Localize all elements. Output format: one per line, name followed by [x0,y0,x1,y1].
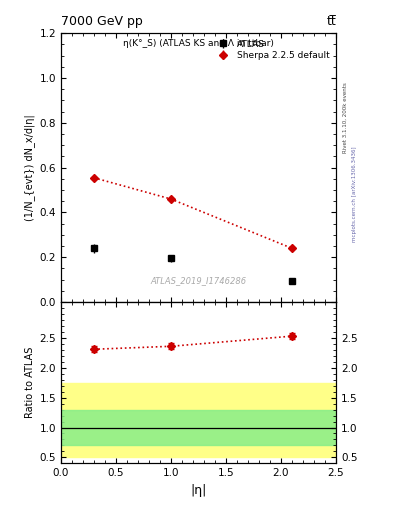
Text: tt̅: tt̅ [326,15,336,28]
Text: ATLAS_2019_I1746286: ATLAS_2019_I1746286 [151,276,246,285]
Text: mcplots.cern.ch [arXiv:1306.3436]: mcplots.cern.ch [arXiv:1306.3436] [352,147,357,242]
X-axis label: |η|: |η| [190,484,207,497]
Bar [61,410,336,445]
Y-axis label: (1/N_{evt}) dN_x/d|η|: (1/N_{evt}) dN_x/d|η| [24,114,35,221]
Text: η(K°_S) (ATLAS KS and Λ in ttbar): η(K°_S) (ATLAS KS and Λ in ttbar) [123,39,274,48]
Y-axis label: Ratio to ATLAS: Ratio to ATLAS [25,347,35,418]
Text: Rivet 3.1.10, 200k events: Rivet 3.1.10, 200k events [343,82,348,153]
Legend: ATLAS, Sherpa 2.2.5 default: ATLAS, Sherpa 2.2.5 default [213,38,332,61]
Bar [61,383,336,457]
Text: 7000 GeV pp: 7000 GeV pp [61,15,143,28]
